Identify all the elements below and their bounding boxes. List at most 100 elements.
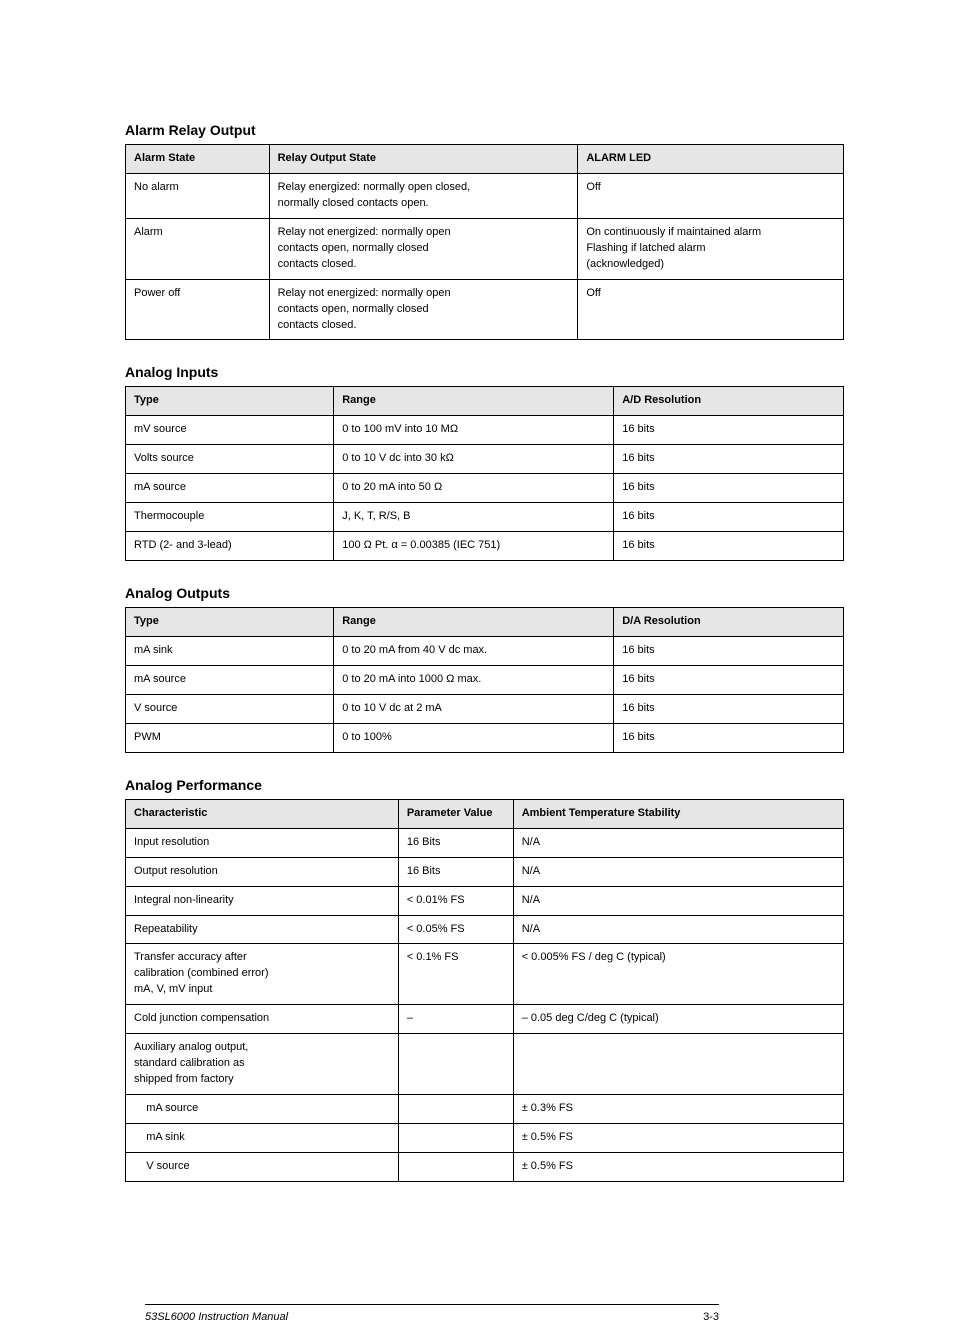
column-header: A/D Resolution — [614, 387, 844, 416]
table-cell: 16 bits — [614, 694, 844, 723]
column-header: Relay Output State — [269, 145, 578, 174]
table-cell: Alarm — [126, 218, 270, 279]
table-cell: < 0.05% FS — [398, 915, 513, 944]
column-header: Ambient Temperature Stability — [513, 799, 843, 828]
table-cell: Off — [578, 279, 844, 340]
table-row: Repeatability< 0.05% FSN/A — [126, 915, 844, 944]
table-cell: – 0.05 deg C/deg C (typical) — [513, 1005, 843, 1034]
table-cell: < 0.01% FS — [398, 886, 513, 915]
table-cell: V source — [126, 1152, 399, 1181]
spec-table: TypeRangeD/A ResolutionmA sink0 to 20 mA… — [125, 607, 844, 753]
table-row: Input resolution16 BitsN/A — [126, 828, 844, 857]
footer-rule — [145, 1304, 719, 1305]
table-cell: mA sink — [126, 1123, 399, 1152]
column-header: ALARM LED — [578, 145, 844, 174]
table-cell: – — [398, 1005, 513, 1034]
table-cell: 16 bits — [614, 723, 844, 752]
column-header: Range — [334, 608, 614, 637]
table-cell — [398, 1034, 513, 1095]
table-cell: 16 bits — [614, 416, 844, 445]
table-cell: mV source — [126, 416, 334, 445]
table-cell: ± 0.3% FS — [513, 1095, 843, 1124]
table-cell: N/A — [513, 915, 843, 944]
table-row: Auxiliary analog output,standard calibra… — [126, 1034, 844, 1095]
footer-page-number: 3-3 — [703, 1311, 719, 1323]
table-cell: Power off — [126, 279, 270, 340]
table-row: AlarmRelay not energized: normally openc… — [126, 218, 844, 279]
table-cell: 16 bits — [614, 474, 844, 503]
column-header: Alarm State — [126, 145, 270, 174]
section-title: Analog Inputs — [125, 364, 844, 380]
spec-table: TypeRangeA/D ResolutionmV source0 to 100… — [125, 386, 844, 561]
column-header: Type — [126, 608, 334, 637]
table-cell: RTD (2- and 3-lead) — [126, 532, 334, 561]
table-cell: Transfer accuracy aftercalibration (comb… — [126, 944, 399, 1005]
table-cell: 0 to 10 V dc at 2 mA — [334, 694, 614, 723]
table-cell: 16 bits — [614, 637, 844, 666]
table-cell: mA source — [126, 474, 334, 503]
table-row: mA sink0 to 20 mA from 40 V dc max.16 bi… — [126, 637, 844, 666]
table-cell: ± 0.5% FS — [513, 1152, 843, 1181]
table-row: No alarmRelay energized: normally open c… — [126, 173, 844, 218]
column-header: Range — [334, 387, 614, 416]
table-cell: Relay energized: normally open closed,no… — [269, 173, 578, 218]
page-content: Alarm Relay Output Alarm StateRelay Outpu… — [0, 0, 954, 1226]
table-row: Volts source0 to 10 V dc into 30 kΩ16 bi… — [126, 445, 844, 474]
table-cell: Thermocouple — [126, 503, 334, 532]
table-cell: 100 Ω Pt. α = 0.00385 (IEC 751) — [334, 532, 614, 561]
column-header: Parameter Value — [398, 799, 513, 828]
table-cell: mA sink — [126, 637, 334, 666]
table-cell: 16 bits — [614, 445, 844, 474]
table-row: Cold junction compensation–– 0.05 deg C/… — [126, 1005, 844, 1034]
table-cell: N/A — [513, 886, 843, 915]
column-header: Characteristic — [126, 799, 399, 828]
table-cell: 0 to 20 mA into 50 Ω — [334, 474, 614, 503]
table-row: PWM0 to 100%16 bits — [126, 723, 844, 752]
tables-container: Alarm Relay Output Alarm StateRelay Outpu… — [125, 122, 844, 1182]
table-row: mV source0 to 100 mV into 10 MΩ16 bits — [126, 416, 844, 445]
table-cell: Output resolution — [126, 857, 399, 886]
table-cell: < 0.005% FS / deg C (typical) — [513, 944, 843, 1005]
table-row: RTD (2- and 3-lead)100 Ω Pt. α = 0.00385… — [126, 532, 844, 561]
column-header: Type — [126, 387, 334, 416]
table-cell: N/A — [513, 828, 843, 857]
table-row: Integral non-linearity< 0.01% FSN/A — [126, 886, 844, 915]
table-cell — [398, 1152, 513, 1181]
table-cell: Input resolution — [126, 828, 399, 857]
table-cell: 0 to 10 V dc into 30 kΩ — [334, 445, 614, 474]
table-cell: N/A — [513, 857, 843, 886]
spec-table: CharacteristicParameter ValueAmbient Tem… — [125, 799, 844, 1182]
table-row: Power offRelay not energized: normally o… — [126, 279, 844, 340]
table-row: mA source0 to 20 mA into 1000 Ω max.16 b… — [126, 665, 844, 694]
table-cell: < 0.1% FS — [398, 944, 513, 1005]
table-cell: 16 bits — [614, 665, 844, 694]
table-row: Output resolution16 BitsN/A — [126, 857, 844, 886]
footer-manual-title: 53SL6000 Instruction Manual — [145, 1311, 288, 1323]
table-cell: 0 to 100% — [334, 723, 614, 752]
table-cell — [398, 1095, 513, 1124]
table-cell: On continuously if maintained alarmFlash… — [578, 218, 844, 279]
table-cell: PWM — [126, 723, 334, 752]
page-footer: 53SL6000 Instruction Manual 3-3 — [145, 1311, 719, 1323]
table-cell: Integral non-linearity — [126, 886, 399, 915]
table-cell: Repeatability — [126, 915, 399, 944]
table-cell: 16 bits — [614, 503, 844, 532]
table-row: mA source0 to 20 mA into 50 Ω16 bits — [126, 474, 844, 503]
table-cell: V source — [126, 694, 334, 723]
table-cell: mA source — [126, 665, 334, 694]
table-cell — [398, 1123, 513, 1152]
table-cell: 0 to 100 mV into 10 MΩ — [334, 416, 614, 445]
spec-table: Alarm StateRelay Output StateALARM LEDNo… — [125, 144, 844, 340]
section-title: Alarm Relay Output — [125, 122, 844, 138]
table-row: ThermocoupleJ, K, T, R/S, B16 bits — [126, 503, 844, 532]
table-row: V source ± 0.5% FS — [126, 1152, 844, 1181]
table-row: V source0 to 10 V dc at 2 mA16 bits — [126, 694, 844, 723]
table-cell: Auxiliary analog output,standard calibra… — [126, 1034, 399, 1095]
table-cell: 16 Bits — [398, 828, 513, 857]
section-title: Analog Outputs — [125, 585, 844, 601]
table-cell: ± 0.5% FS — [513, 1123, 843, 1152]
table-row: mA sink ± 0.5% FS — [126, 1123, 844, 1152]
table-row: Transfer accuracy aftercalibration (comb… — [126, 944, 844, 1005]
table-cell: No alarm — [126, 173, 270, 218]
section-title: Analog Performance — [125, 777, 844, 793]
